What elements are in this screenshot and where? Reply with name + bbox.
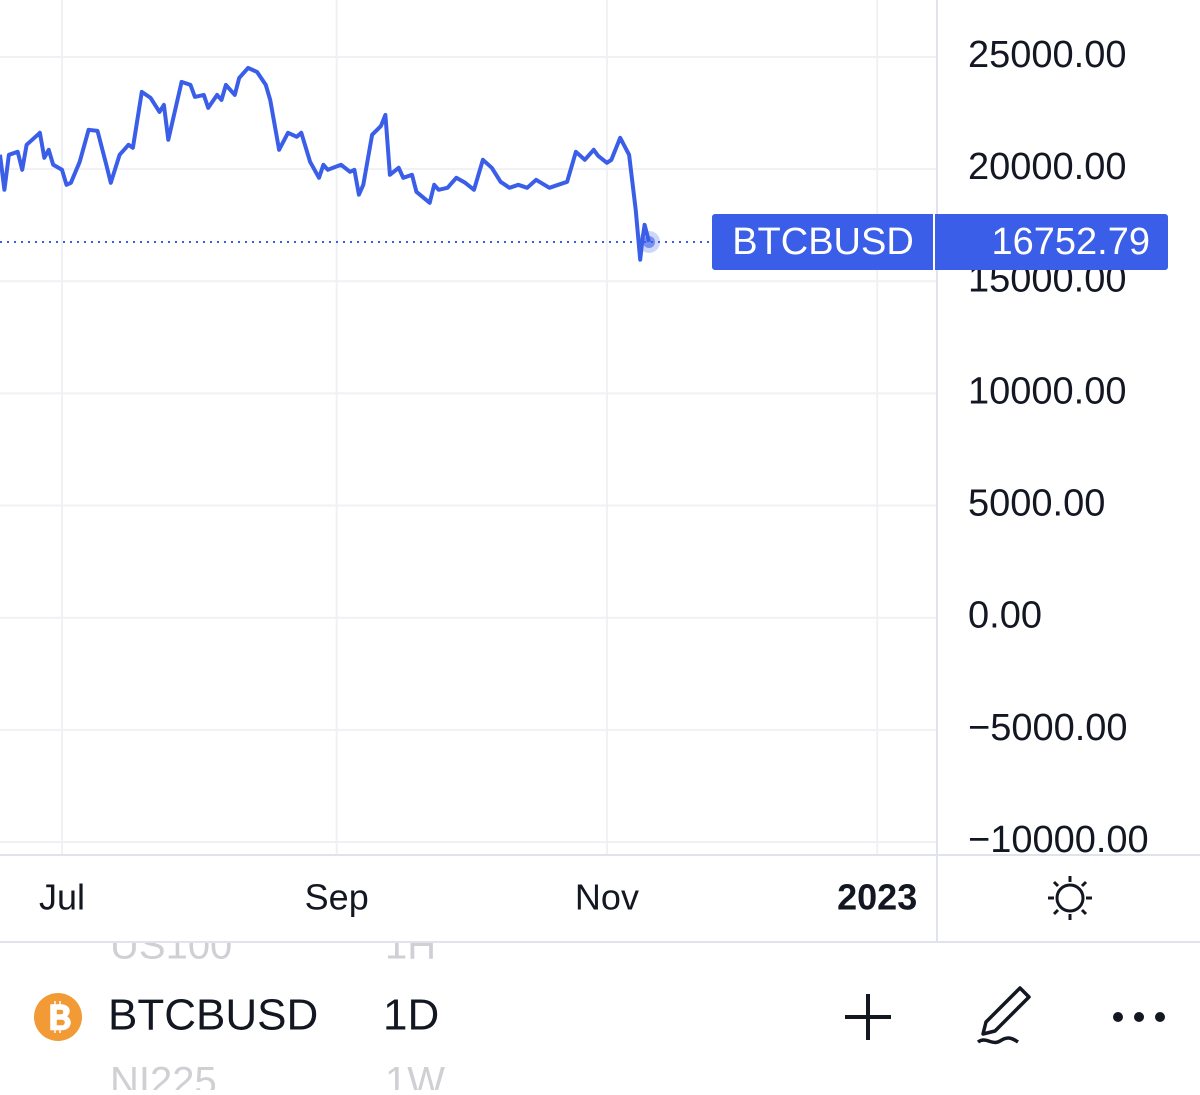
x-tick-label: Nov [575, 877, 639, 918]
last-price-label: 16752.79 [992, 221, 1151, 263]
picker-interval[interactable]: 1W [385, 1060, 445, 1095]
y-tick-label: 5000.00 [968, 483, 1105, 525]
x-axis: Jul Sep Nov 2023 [39, 877, 917, 918]
add-button[interactable] [845, 994, 891, 1040]
y-axis: 25000.0020000.0015000.0010000.005000.000… [968, 34, 1149, 861]
price-badge [712, 213, 1168, 270]
y-tick-label: 10000.00 [968, 370, 1127, 412]
last-price-dot [643, 235, 656, 248]
picker-interval[interactable]: 1H [385, 924, 436, 968]
y-tick-label: 0.00 [968, 595, 1042, 637]
y-tick-label: 20000.00 [968, 146, 1127, 188]
x-tick-label: 2023 [837, 877, 917, 918]
symbol-picker: US100 1H NI225 1W [110, 924, 445, 1095]
symbol[interactable]: BTCBUSD [108, 991, 318, 1040]
grid [0, 0, 937, 855]
more-button[interactable] [1113, 1012, 1165, 1022]
x-tick-label: Sep [305, 877, 369, 918]
legend-name: BTCBUSD [732, 221, 914, 263]
picker-symbol[interactable]: NI225 [110, 1060, 217, 1095]
x-tick-label: Jul [39, 877, 85, 918]
y-tick-label: −5000.00 [968, 707, 1128, 749]
plot [0, 65, 651, 262]
price-line [0, 65, 651, 262]
draw-button[interactable] [976, 986, 1031, 1045]
interval[interactable]: 1D [383, 991, 439, 1040]
settings-icon[interactable] [1048, 876, 1092, 920]
bitcoin-icon [34, 993, 82, 1041]
picker-symbol[interactable]: US100 [110, 924, 232, 968]
y-tick-label: −10000.00 [968, 819, 1149, 861]
y-tick-label: 25000.00 [968, 34, 1127, 76]
